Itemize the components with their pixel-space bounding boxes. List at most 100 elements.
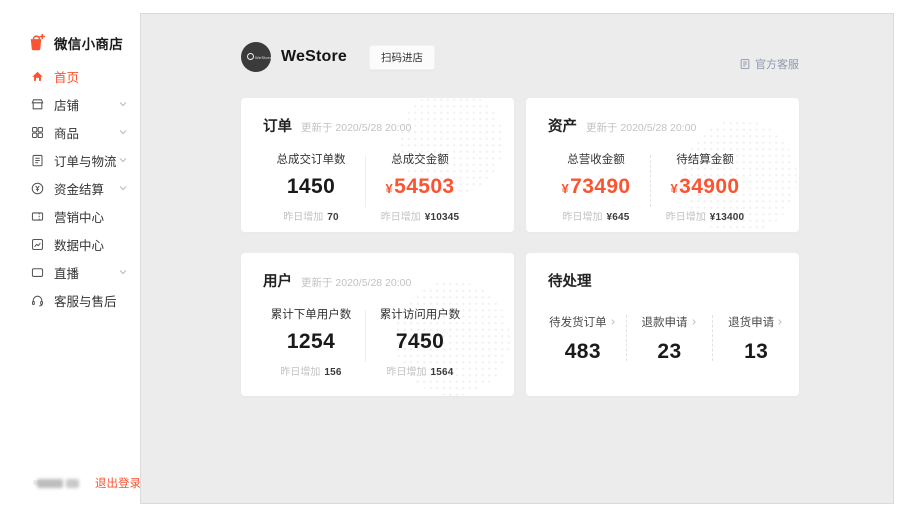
store-avatar-ring	[247, 53, 254, 60]
stat-pending-settlement: 待结算金额 ¥34900 昨日增加 ¥13400	[651, 151, 759, 223]
sidebar-item-label: 客服与售后	[54, 294, 117, 309]
home-icon	[32, 71, 43, 81]
scan-enter-store-button[interactable]: 扫码进店	[369, 44, 436, 70]
logout-button[interactable]: 退出登录	[95, 478, 141, 490]
pending-to-ship: 待发货订单 483	[540, 313, 626, 364]
stat-total-gmv: 总成交金额 ¥54503 昨日增加 ¥10345	[366, 151, 474, 223]
card-updated-timestamp: 更新于 2020/5/28 20:00	[301, 122, 412, 134]
sidebar-item-orders-logistics[interactable]: 订单与物流	[0, 146, 140, 174]
sidebar-item-label: 店铺	[54, 98, 80, 113]
users-card: 用户 更新于 2020/5/28 20:00 累计下单用户数 1254 昨日增加…	[241, 253, 514, 396]
stat-value: 34900	[679, 175, 740, 198]
column-divider	[365, 155, 366, 207]
pending-label: 退款申请	[641, 317, 688, 329]
pending-return-link[interactable]: 退货申请	[728, 314, 784, 330]
pending-label: 待发货订单	[549, 317, 607, 329]
official-support-link[interactable]: 官方客服	[739, 56, 799, 72]
sidebar-nav: 首页 店铺 商品 订单与物流	[0, 62, 140, 314]
column-divider	[365, 310, 366, 362]
official-support-label: 官方客服	[755, 59, 799, 71]
stat-label: 累计下单用户数	[270, 309, 352, 321]
main-panel: WeStore WeStore 扫码进店 官方客服 订单 更新于 2020/5/…	[140, 13, 894, 504]
data-chart-icon	[32, 238, 43, 250]
delta-value: ¥645	[606, 212, 630, 223]
pending-return-requests: 退货申请 13	[713, 313, 799, 364]
orders-clipboard-icon	[32, 154, 43, 166]
sidebar-item-data-center[interactable]: 数据中心	[0, 230, 140, 258]
column-divider	[712, 315, 714, 361]
app-title: 微信小商店	[54, 36, 123, 52]
halftone-decoration	[399, 98, 504, 195]
yen-symbol: ¥	[561, 181, 570, 196]
delta-label: 昨日增加	[280, 367, 321, 378]
sidebar-item-products[interactable]: 商品	[0, 118, 140, 146]
sidebar-item-home[interactable]: 首页	[0, 62, 140, 90]
delta-value: 156	[324, 367, 342, 378]
chevron-right-icon	[778, 319, 783, 325]
sidebar-item-label: 商品	[54, 126, 80, 141]
delta-label: 昨日增加	[283, 212, 324, 223]
delta-label: 昨日增加	[386, 367, 427, 378]
pending-card: 待处理 待发货订单 483 退款申请 23 退货申请	[526, 253, 799, 396]
stat-label: 总营收金额	[567, 154, 625, 166]
chevron-down-icon	[119, 158, 127, 163]
pending-refund-requests: 退款申请 23	[627, 313, 713, 364]
sidebar-item-customer-service[interactable]: 客服与售后	[0, 286, 140, 314]
chevron-down-icon	[119, 186, 127, 191]
chevron-down-icon	[119, 102, 127, 107]
pending-refund-link[interactable]: 退款申请	[642, 314, 698, 330]
stat-order-users: 累计下单用户数 1254 昨日增加 156	[257, 306, 365, 378]
stat-value: 7450	[395, 330, 445, 353]
sidebar-item-label: 营销中心	[54, 210, 105, 225]
chevron-right-icon	[611, 319, 615, 325]
card-title: 用户	[263, 274, 292, 290]
delta-label: 昨日增加	[562, 212, 603, 223]
stat-label: 待结算金额	[676, 154, 734, 166]
headset-icon	[32, 295, 43, 306]
card-updated-timestamp: 更新于 2020/5/28 20:00	[586, 122, 697, 134]
halftone-decoration	[682, 120, 797, 232]
sidebar-item-label: 资金结算	[54, 182, 105, 197]
pending-value: 23	[657, 340, 682, 363]
user-name-redacted	[37, 478, 79, 488]
sidebar-user-row: 退出登录	[0, 475, 141, 491]
store-avatar: WeStore	[241, 42, 271, 72]
stat-value: 1254	[286, 330, 336, 353]
chevron-right-icon	[691, 319, 696, 325]
store-icon	[31, 98, 44, 109]
column-divider	[650, 155, 651, 207]
chevron-down-icon	[119, 130, 127, 135]
delta-label: 昨日增加	[380, 212, 421, 223]
card-title: 资产	[548, 119, 577, 135]
stat-label: 累计访问用户数	[379, 309, 461, 321]
support-doc-icon	[740, 59, 750, 69]
delta-label: 昨日增加	[665, 212, 706, 223]
products-grid-icon	[32, 126, 43, 138]
stat-value: 1450	[286, 175, 336, 198]
pending-value: 13	[744, 340, 769, 363]
sidebar-item-funds[interactable]: 资金结算	[0, 174, 140, 202]
pending-label: 退货申请	[728, 317, 775, 329]
store-name: WeStore	[281, 48, 348, 65]
yen-symbol: ¥	[670, 181, 679, 196]
delta-value: ¥13400	[709, 212, 745, 223]
store-header: WeStore WeStore 扫码进店	[241, 42, 436, 72]
chevron-down-icon	[119, 270, 127, 275]
sidebar-item-label: 首页	[54, 70, 80, 85]
stat-label: 总成交金额	[391, 154, 449, 166]
sidebar-item-live[interactable]: 直播	[0, 258, 140, 286]
sidebar-item-marketing[interactable]: 营销中心	[0, 202, 140, 230]
delta-value: 70	[327, 212, 339, 223]
pending-to-ship-link[interactable]: 待发货订单	[549, 314, 617, 330]
sidebar-item-store[interactable]: 店铺	[0, 90, 140, 118]
column-divider	[625, 315, 627, 361]
pending-value: 483	[564, 340, 601, 363]
sidebar-item-label: 直播	[54, 266, 80, 281]
stat-value: 73490	[570, 175, 631, 198]
stat-value: 54503	[394, 175, 455, 198]
yen-symbol: ¥	[385, 181, 394, 196]
marketing-coupon-icon	[31, 211, 44, 221]
store-avatar-text: WeStore	[255, 55, 271, 60]
halftone-decoration	[395, 281, 510, 396]
shopping-bag-icon	[30, 33, 45, 51]
